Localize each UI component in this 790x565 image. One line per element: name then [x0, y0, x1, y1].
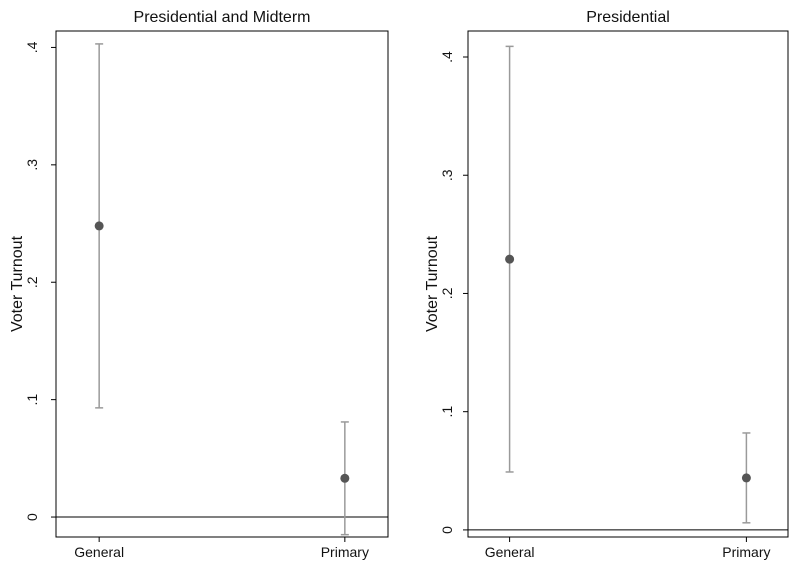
- y-tick-label: .2: [439, 287, 455, 299]
- y-axis-label: Voter Turnout: [9, 235, 26, 332]
- x-tick-label-general: General: [485, 544, 535, 560]
- y-tick-label: .3: [439, 169, 455, 181]
- y-tick-label: 0: [24, 513, 40, 521]
- panels: Presidential and Midterm Voter Turnout 0 .1…: [9, 9, 789, 560]
- x-tick-label-general: General: [74, 544, 124, 560]
- chart-panel-2: Presidential Voter Turnout 0 .1 .2 .3 .4 Genera…: [424, 9, 789, 560]
- point-estimate-general: [505, 254, 515, 264]
- x-tick-label-primary: Primary: [722, 544, 770, 560]
- y-tick-label: 0: [439, 526, 455, 534]
- y-tick-label: .1: [439, 406, 455, 418]
- point-estimate-general: [94, 221, 104, 231]
- y-tick-label: .4: [24, 41, 40, 53]
- y-axis-label: Voter Turnout: [424, 235, 441, 332]
- chart-panel-1: Presidential and Midterm Voter Turnout 0 .1…: [9, 9, 389, 560]
- y-tick-label: .3: [24, 159, 40, 171]
- chart-title: Presidential and Midterm: [134, 9, 311, 26]
- x-tick-label-primary: Primary: [321, 544, 369, 560]
- chart-title: Presidential: [586, 9, 670, 26]
- point-estimate-primary: [741, 473, 751, 483]
- y-tick-label: .2: [24, 276, 40, 288]
- y-tick-label: .4: [439, 51, 455, 63]
- plot-frame: [467, 30, 789, 538]
- point-estimate-primary: [340, 473, 350, 483]
- y-tick-label: .1: [24, 394, 40, 406]
- plot-frame: [55, 30, 389, 538]
